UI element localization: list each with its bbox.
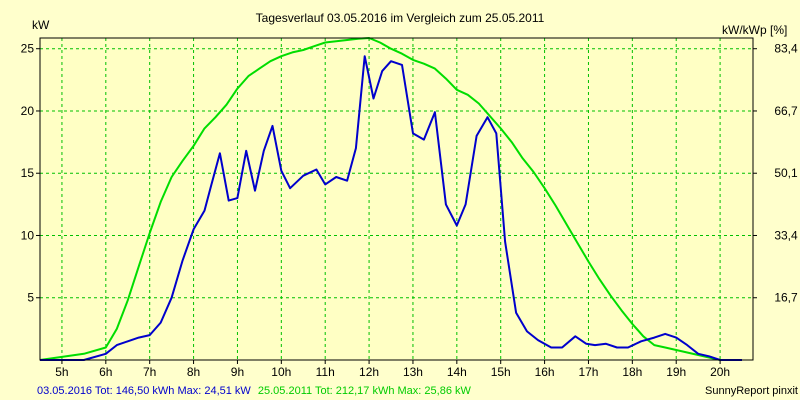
series-layer [39,37,742,361]
x-tick-label: 12h [359,365,379,379]
series-line-2 [39,37,742,361]
x-tick-label: 14h [447,365,467,379]
series-line-1 [40,55,742,361]
plot-area [40,38,753,360]
x-tick-label: 15h [491,365,511,379]
credit-label: SunnyReport pinxit [705,385,798,397]
x-tick-label: 11h [316,365,335,379]
y-tick-label-right: 16,7 [774,291,798,305]
x-tick-label: 5h [55,365,68,379]
x-tick-label: 10h [271,365,291,379]
y-axis-left: 5 10 15 20 25 [21,42,40,305]
x-tick-label: 20h [710,365,730,379]
y-axis-right-label: kW/kWp [%] [722,23,787,37]
x-tick-label: 7h [143,365,156,379]
x-tick-label: 19h [666,365,686,379]
y-tick-label-right: 83,4 [774,42,798,56]
legend-series-1: 03.05.2016 Tot: 146,50 kWh Max: 24,51 kW [37,385,251,397]
x-tick-label: 9h [231,365,244,379]
y-tick-label-right: 33,4 [774,228,798,242]
x-tick-label: 18h [622,365,642,379]
x-tick-label: 17h [578,365,598,379]
grid [40,38,753,360]
y-tick-label-left: 25 [21,42,35,56]
plot-frame [39,37,754,361]
y-tick-label-left: 20 [21,104,35,118]
legend-footer: 03.05.2016 Tot: 146,50 kWh Max: 24,51 kW… [37,385,471,397]
x-tick-label: 13h [403,365,423,379]
chart-title: Tagesverlauf 03.05.2016 im Vergleich zum… [256,11,545,25]
y-tick-label-left: 15 [21,166,35,180]
x-tick-label: 6h [99,365,112,379]
x-tick-label: 8h [187,365,200,379]
y-tick-label-left: 5 [27,291,34,305]
legend-series-2: 25.05.2011 Tot: 212,17 kWh Max: 25,86 kW [258,385,472,397]
x-tick-label: 16h [535,365,555,379]
y-tick-label-left: 10 [21,228,35,242]
y-axis-left-label: kW [32,18,50,32]
x-axis: 5h 6h 7h 8h 9h 10h 11h 12h 13h 14h 15h 16h 17h 18h 19h… [55,360,730,379]
y-tick-label-right: 66,7 [774,104,798,118]
y-tick-label-right: 50,1 [774,166,798,180]
y-axis-right: 16,7 33,4 50,1 66,7 83,4 [753,42,798,305]
